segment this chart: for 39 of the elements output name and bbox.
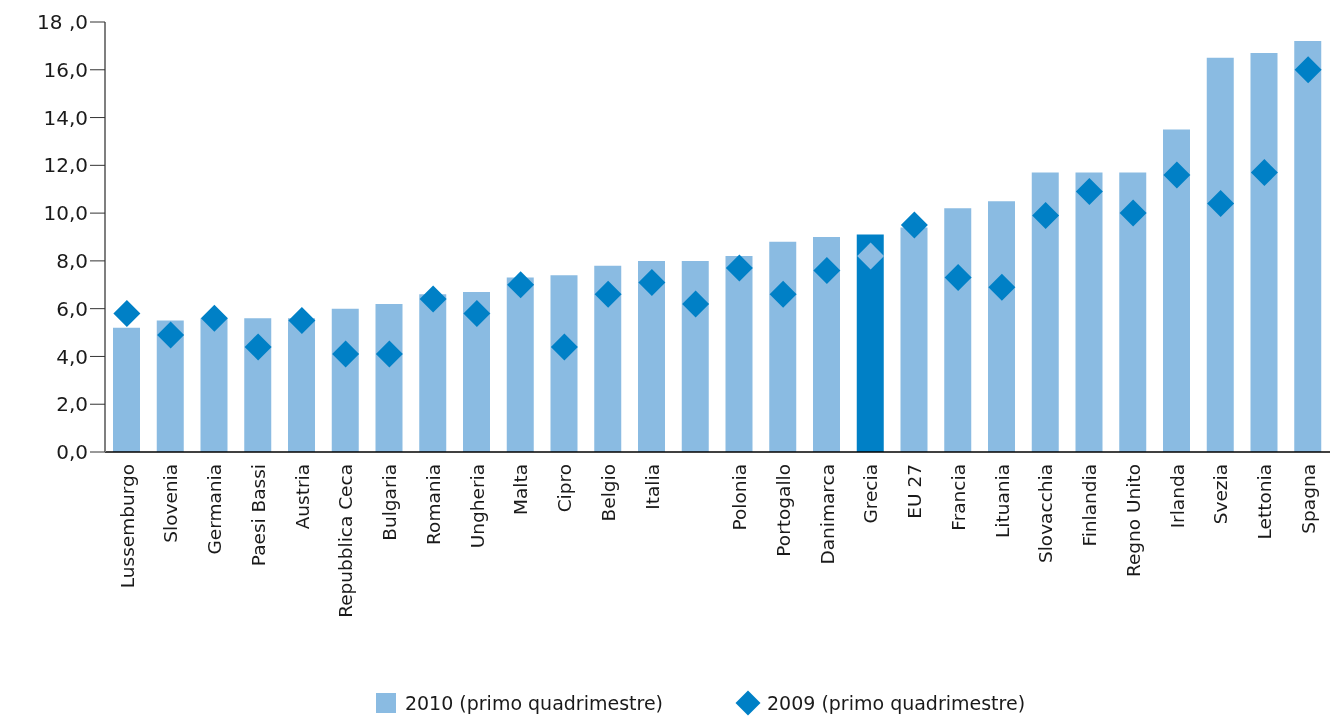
y-tick-label: 4,0 [56, 344, 88, 369]
x-tick-label: Paesi Bassi [247, 464, 269, 567]
y-tick-label: 16,0 [43, 57, 88, 82]
x-tick-label: Cipro [554, 464, 576, 513]
x-tick-label: Portogallo [772, 464, 794, 557]
x-tick-label: Germania [204, 464, 226, 555]
x-tick-label: Malta [510, 464, 532, 516]
x-tick-label: Polonia [729, 464, 751, 531]
x-tick-label: Italia [641, 464, 663, 510]
x-tick-label: Ungheria [466, 464, 488, 549]
x-tick-label: Repubblica Ceca [335, 464, 357, 618]
x-tick-label: Spagna [1297, 464, 1319, 534]
x-tick-label: Finlandia [1079, 464, 1101, 547]
x-tick-label: Irlanda [1166, 464, 1188, 529]
x-tick-label: Francia [947, 464, 969, 531]
legend-label: 2009 (primo quadrimestre) [767, 692, 1026, 714]
x-tick-label: Slovenia [160, 464, 182, 543]
legend-label: 2010 (primo quadrimestre) [404, 692, 663, 714]
x-tick-label: Regno Unito [1122, 464, 1144, 578]
x-tick-label: Svezia [1210, 464, 1232, 525]
x-tick-label: Grecia [860, 464, 882, 524]
y-tick-label: 2,0 [56, 392, 88, 417]
x-tick-label: Belgio [597, 464, 619, 522]
y-tick-label: 10,0 [43, 201, 88, 226]
y-tick-label: 14,0 [43, 105, 88, 130]
y-tick-label: 6,0 [56, 296, 88, 321]
x-tick-label: Slovacchia [1035, 464, 1057, 564]
y-tick-label: 12,0 [43, 153, 88, 178]
x-tick-label: Lettonia [1254, 464, 1276, 540]
y-tick-label: 8,0 [56, 248, 88, 273]
x-tick-label: Bulgaria [379, 464, 401, 541]
x-tick-label: Romania [422, 464, 444, 545]
x-tick-label: Danimarca [816, 464, 838, 565]
x-tick-label: Lussemburgo [116, 464, 138, 589]
x-tick-label: Austria [291, 464, 313, 530]
x-tick-label: Lituania [991, 464, 1013, 538]
y-tick-label: 18 ,0 [37, 10, 88, 35]
y-tick-label: 0,0 [56, 440, 88, 465]
x-tick-label: EU 27 [904, 464, 926, 519]
